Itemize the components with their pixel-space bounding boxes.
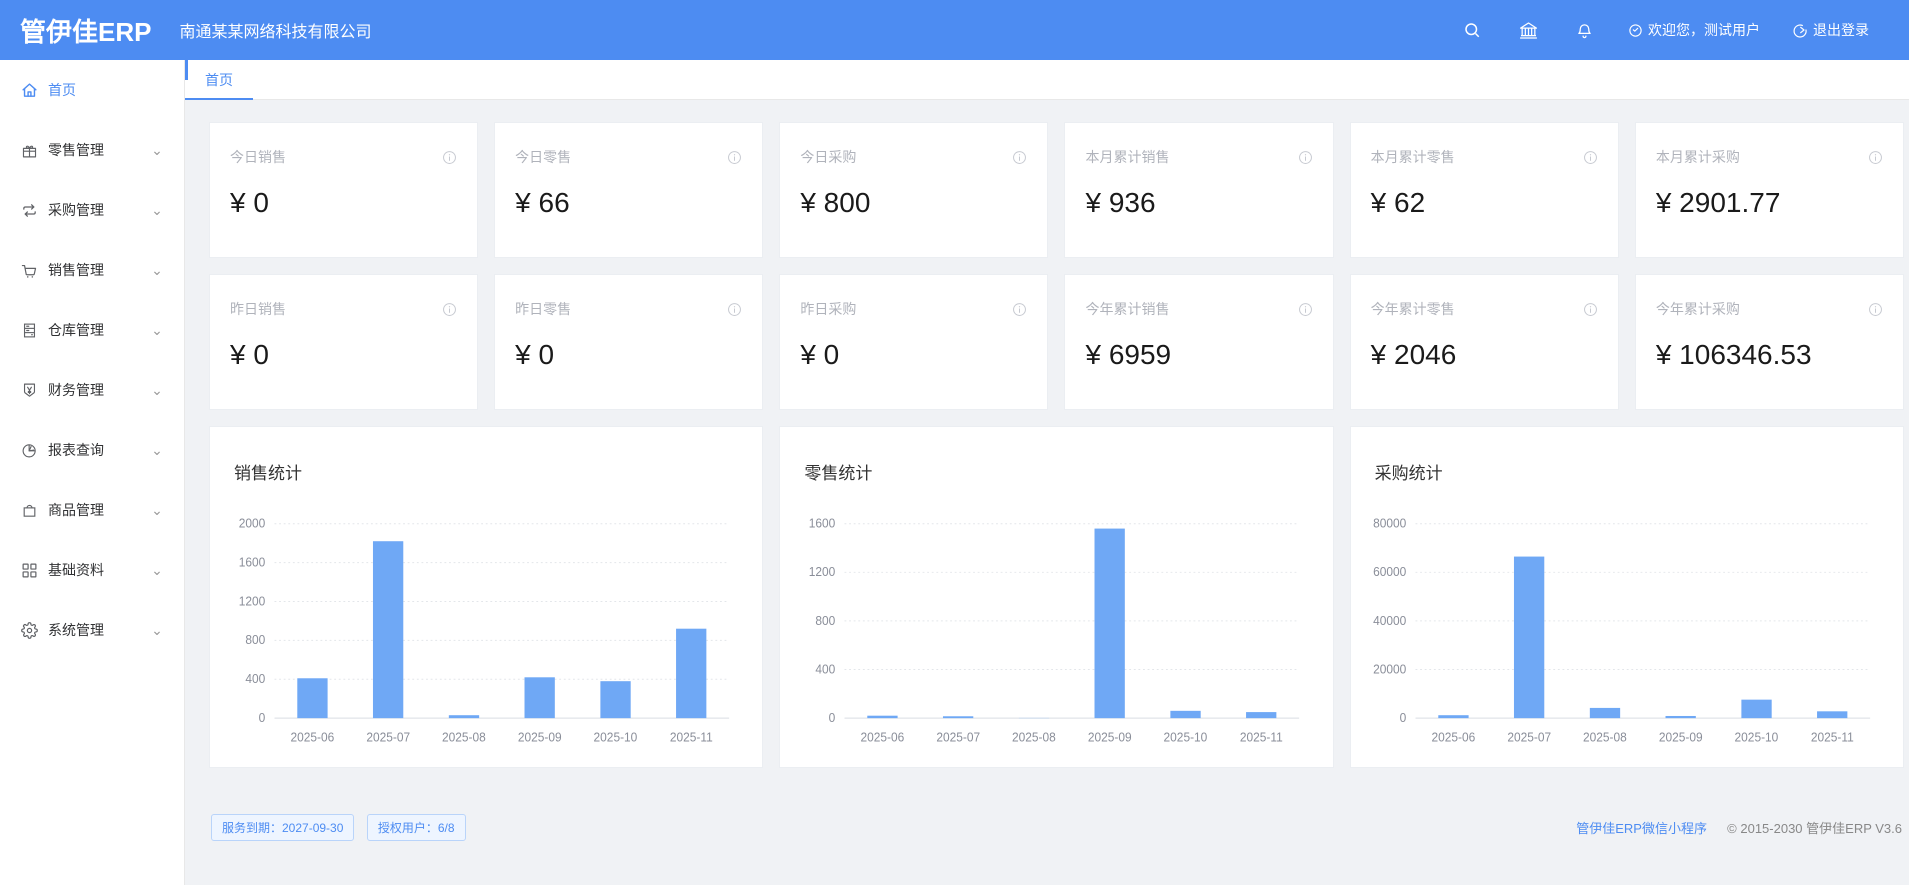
svg-text:2025-06: 2025-06 (861, 730, 905, 744)
svg-text:400: 400 (816, 662, 836, 676)
svg-text:2025-09: 2025-09 (518, 730, 562, 744)
svg-text:800: 800 (245, 633, 265, 647)
svg-text:2025-10: 2025-10 (1164, 730, 1208, 744)
svg-text:2025-08: 2025-08 (1012, 730, 1056, 744)
svg-text:2025-10: 2025-10 (1734, 730, 1778, 744)
svg-text:80000: 80000 (1373, 516, 1406, 530)
svg-text:2025-10: 2025-10 (594, 730, 638, 744)
svg-text:2025-09: 2025-09 (1088, 730, 1132, 744)
svg-text:1200: 1200 (239, 594, 266, 608)
svg-text:20000: 20000 (1373, 662, 1406, 676)
svg-text:2025-09: 2025-09 (1659, 730, 1703, 744)
svg-text:2025-07: 2025-07 (1507, 730, 1551, 744)
svg-text:0: 0 (829, 711, 836, 725)
svg-text:2000: 2000 (239, 516, 266, 530)
svg-text:2025-06: 2025-06 (290, 730, 334, 744)
svg-text:2025-11: 2025-11 (670, 730, 713, 744)
svg-text:60000: 60000 (1373, 565, 1406, 579)
svg-text:40000: 40000 (1373, 614, 1406, 628)
svg-text:1600: 1600 (809, 516, 836, 530)
svg-text:2025-06: 2025-06 (1431, 730, 1475, 744)
svg-text:2025-07: 2025-07 (937, 730, 981, 744)
svg-text:1200: 1200 (809, 565, 836, 579)
svg-text:2025-08: 2025-08 (1583, 730, 1627, 744)
svg-text:400: 400 (245, 672, 265, 686)
svg-text:2025-07: 2025-07 (366, 730, 410, 744)
svg-text:1600: 1600 (239, 555, 266, 569)
svg-text:800: 800 (816, 614, 836, 628)
svg-text:0: 0 (1399, 711, 1406, 725)
svg-text:2025-08: 2025-08 (442, 730, 486, 744)
svg-text:0: 0 (259, 711, 266, 725)
svg-text:2025-11: 2025-11 (1240, 730, 1283, 744)
svg-text:2025-11: 2025-11 (1811, 730, 1854, 744)
